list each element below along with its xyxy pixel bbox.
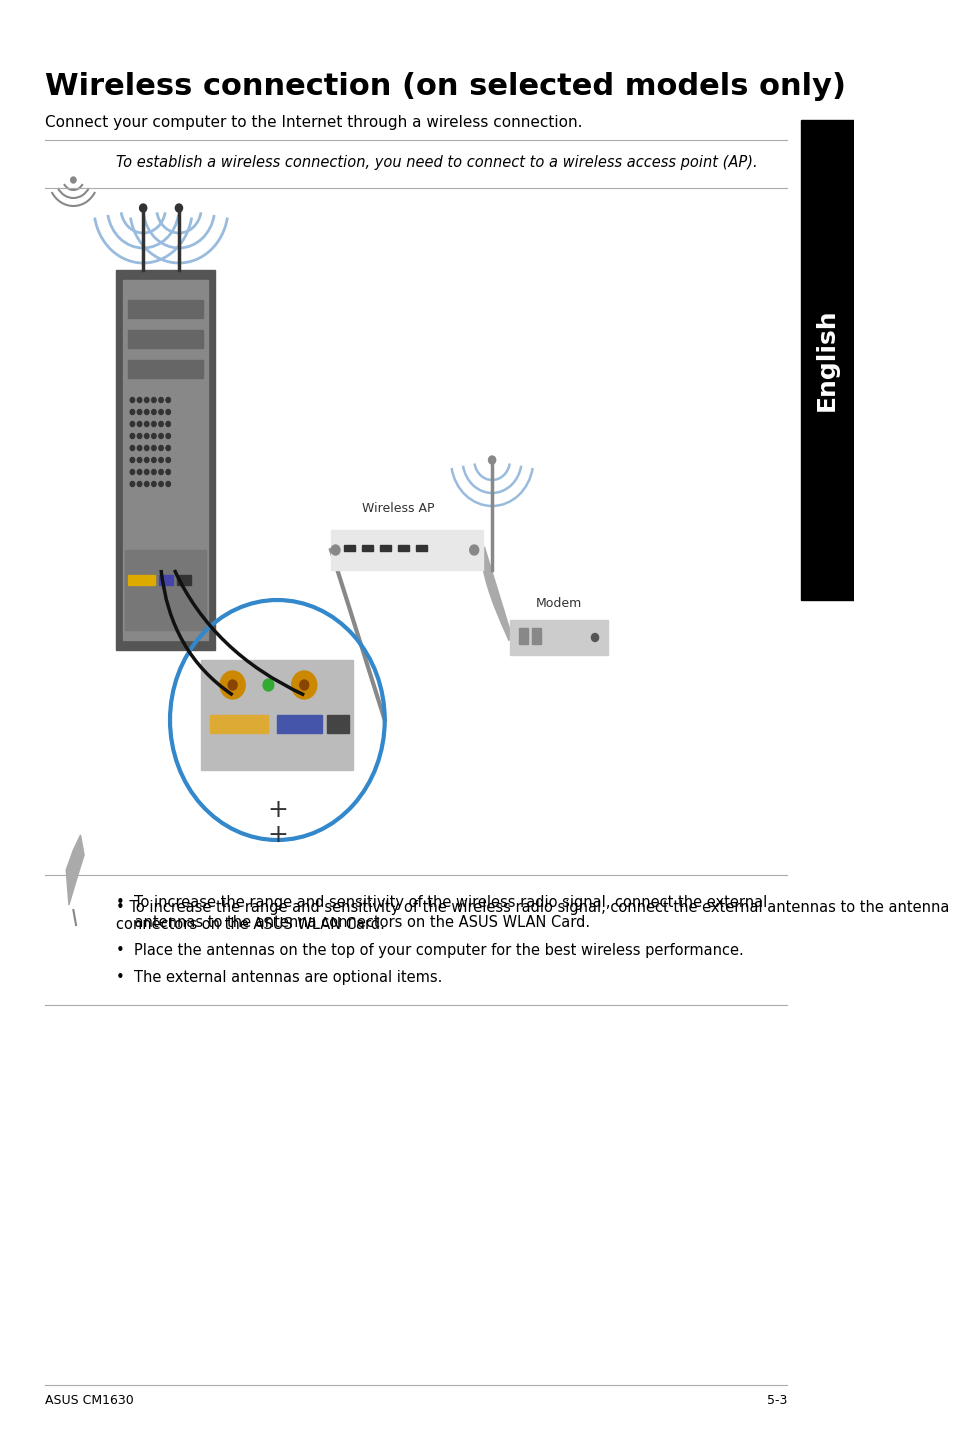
Bar [201, 660, 353, 769]
Bar [331, 531, 482, 569]
Circle shape [137, 457, 142, 463]
Bar [128, 360, 203, 378]
Circle shape [166, 433, 171, 439]
Circle shape [130, 469, 134, 475]
Circle shape [130, 410, 134, 414]
Text: Wireless AP: Wireless AP [361, 502, 434, 515]
Circle shape [166, 446, 171, 450]
Circle shape [139, 204, 147, 211]
Circle shape [137, 446, 142, 450]
Circle shape [152, 397, 156, 403]
Bar [116, 270, 214, 650]
Bar [380, 545, 391, 551]
Circle shape [158, 433, 163, 439]
Circle shape [166, 410, 171, 414]
Circle shape [137, 410, 142, 414]
Text: +: + [267, 823, 288, 847]
Text: ASUS CM1630: ASUS CM1630 [45, 1393, 133, 1406]
Text: antennas to the antenna connectors on the ASUS WLAN Card.: antennas to the antenna connectors on th… [116, 915, 590, 930]
Circle shape [228, 680, 237, 690]
Circle shape [152, 433, 156, 439]
Circle shape [71, 177, 76, 183]
Circle shape [152, 446, 156, 450]
Circle shape [137, 433, 142, 439]
Circle shape [158, 482, 163, 486]
Bar [518, 628, 527, 644]
Text: •  To increase the range and sensitivity of the wireless radio signal, connect t: • To increase the range and sensitivity … [116, 894, 767, 910]
Circle shape [331, 545, 339, 555]
Circle shape [166, 457, 171, 463]
Circle shape [166, 421, 171, 427]
Circle shape [130, 397, 134, 403]
Text: •  The external antennas are optional items.: • The external antennas are optional ite… [116, 971, 442, 985]
Text: •  Place the antennas on the top of your computer for the best wireless performa: • Place the antennas on the top of your … [116, 943, 743, 958]
Circle shape [130, 433, 134, 439]
Circle shape [137, 469, 142, 475]
Circle shape [158, 421, 163, 427]
Circle shape [292, 672, 316, 699]
Bar [159, 575, 172, 585]
Bar [177, 575, 191, 585]
Circle shape [130, 482, 134, 486]
Bar [128, 329, 203, 348]
Bar [210, 715, 268, 733]
Circle shape [166, 482, 171, 486]
Bar [326, 715, 349, 733]
Bar [800, 119, 853, 600]
Bar [128, 575, 154, 585]
Circle shape [152, 457, 156, 463]
Circle shape [166, 469, 171, 475]
Circle shape [591, 634, 598, 641]
Bar [397, 545, 409, 551]
Circle shape [166, 397, 171, 403]
Circle shape [158, 469, 163, 475]
Bar [277, 715, 322, 733]
Bar [344, 545, 355, 551]
Circle shape [299, 680, 309, 690]
Circle shape [152, 410, 156, 414]
Text: Modem: Modem [536, 597, 581, 610]
Circle shape [469, 545, 478, 555]
Circle shape [144, 421, 149, 427]
Circle shape [144, 469, 149, 475]
Bar [125, 549, 206, 630]
Circle shape [220, 672, 245, 699]
Circle shape [144, 482, 149, 486]
Circle shape [158, 397, 163, 403]
Bar [123, 280, 208, 640]
Text: • To increase the range and sensitivity of the wireless radio signal, connect th: • To increase the range and sensitivity … [116, 900, 948, 932]
Circle shape [144, 433, 149, 439]
Circle shape [158, 446, 163, 450]
Circle shape [152, 421, 156, 427]
Text: English: English [815, 309, 839, 411]
Circle shape [158, 410, 163, 414]
Polygon shape [66, 835, 84, 905]
Text: Wireless connection (on selected models only): Wireless connection (on selected models … [45, 72, 845, 101]
Circle shape [130, 446, 134, 450]
Circle shape [137, 397, 142, 403]
Text: 5-3: 5-3 [766, 1393, 786, 1406]
Circle shape [152, 469, 156, 475]
Circle shape [488, 456, 496, 464]
Text: Connect your computer to the Internet through a wireless connection.: Connect your computer to the Internet th… [45, 115, 581, 129]
Bar [532, 628, 540, 644]
Text: +: + [267, 798, 288, 823]
Bar [510, 620, 608, 654]
Circle shape [137, 421, 142, 427]
Circle shape [152, 482, 156, 486]
Circle shape [130, 457, 134, 463]
Bar [416, 545, 426, 551]
Circle shape [130, 421, 134, 427]
Circle shape [144, 397, 149, 403]
Circle shape [137, 482, 142, 486]
Circle shape [175, 204, 182, 211]
Circle shape [144, 410, 149, 414]
Circle shape [158, 457, 163, 463]
Circle shape [144, 446, 149, 450]
Bar [362, 545, 373, 551]
Circle shape [144, 457, 149, 463]
Bar [128, 301, 203, 318]
Text: To establish a wireless connection, you need to connect to a wireless access poi: To establish a wireless connection, you … [116, 155, 757, 170]
Circle shape [263, 679, 274, 692]
